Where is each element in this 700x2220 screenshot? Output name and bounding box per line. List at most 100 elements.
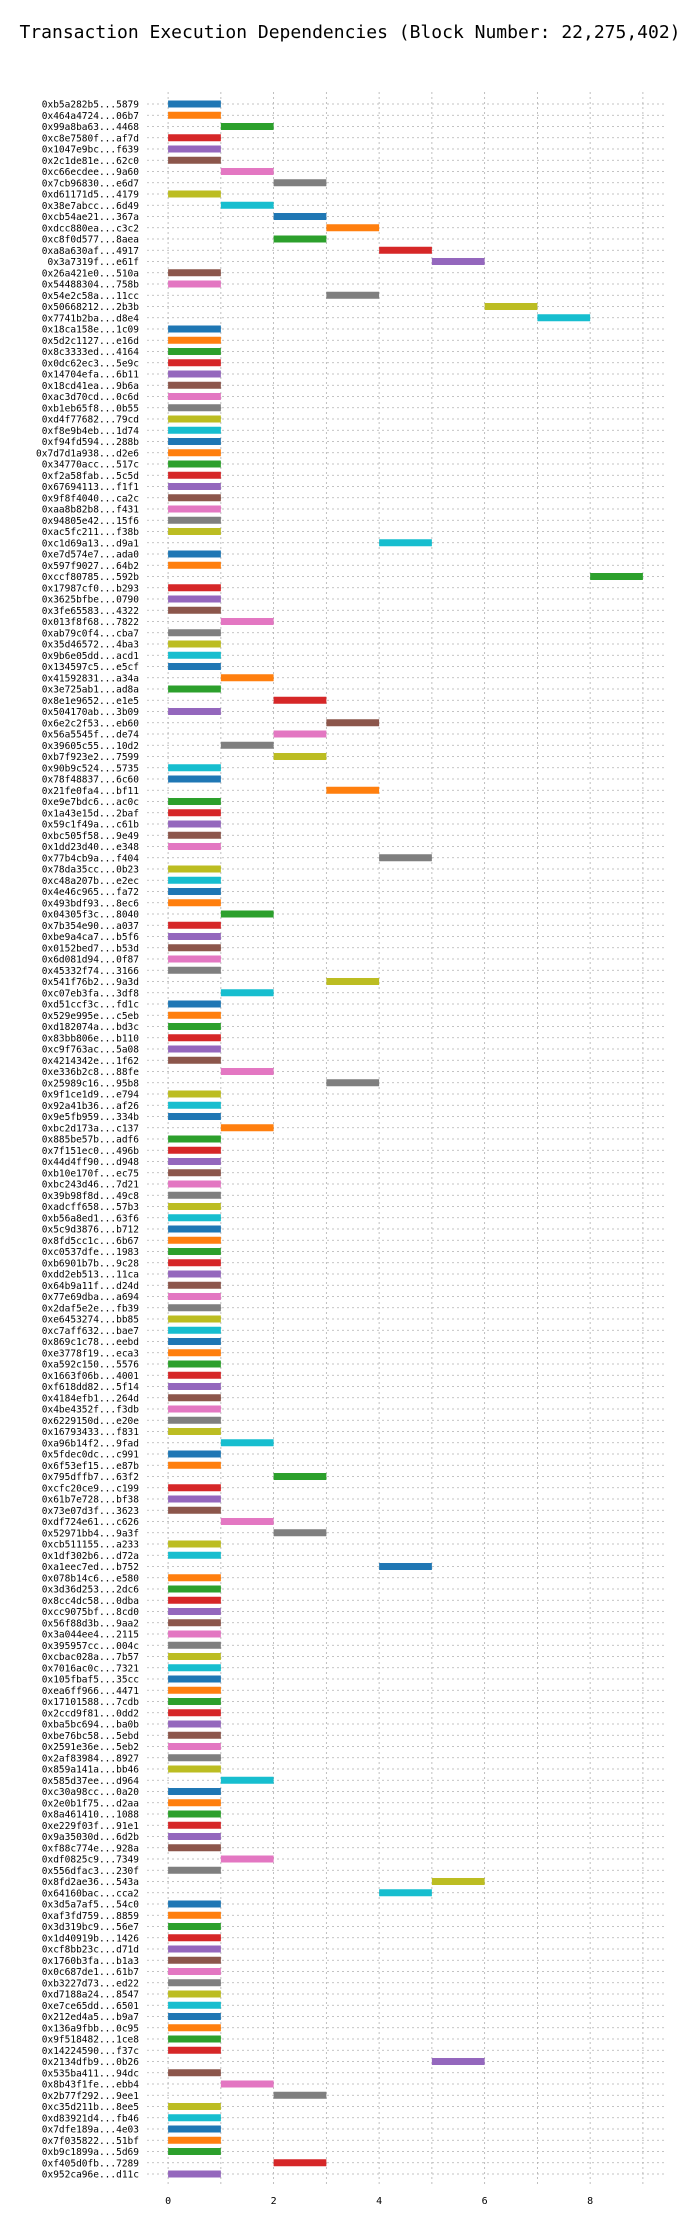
- gantt-bar: [168, 561, 221, 569]
- y-tick-label: 0x3a7319f...e61f: [47, 257, 139, 268]
- y-tick-label: 0xc30a98cc...0a20: [42, 1787, 140, 1798]
- gantt-bar: [168, 595, 221, 603]
- y-tick-label: 0xa592c150...5576: [42, 1360, 140, 1371]
- y-tick-label: 0xdf724e61...c626: [42, 1517, 140, 1528]
- y-tick-label: 0xb5a282b5...5879: [42, 100, 140, 111]
- y-tick-label: 0x44d4ff90...d948: [42, 1157, 140, 1168]
- y-tick-label: 0x56a5545f...de74: [42, 730, 140, 741]
- y-tick-label: 0x56f88d3b...9aa2: [42, 1618, 139, 1629]
- gantt-bar: [168, 1799, 221, 1807]
- y-tick-label: 0xc9f763ac...5a08: [42, 1045, 140, 1056]
- gantt-bar: [168, 426, 221, 434]
- gantt-bar: [168, 134, 221, 142]
- y-tick-label: 0x1047e9bc...f639: [42, 145, 140, 156]
- gantt-bar: [168, 1686, 221, 1694]
- gantt-bar: [168, 1158, 221, 1165]
- y-tick-label: 0x90b9c524...5735: [42, 763, 139, 774]
- y-tick-label: 0x94805e42...15f6: [42, 516, 140, 527]
- gantt-bar: [168, 1821, 221, 1829]
- gantt-bar: [273, 2159, 327, 2167]
- y-tick-label: 0xcbac028a...7b57: [42, 1652, 139, 1663]
- gantt-bar: [379, 246, 432, 254]
- gantt-bar: [220, 1855, 274, 1863]
- gantt-bar: [168, 1203, 221, 1210]
- y-tick-label: 0x4e46c965...fa72: [42, 887, 139, 898]
- y-tick-label: 0x597f9027...64b2: [42, 561, 139, 572]
- gantt-bar: [168, 111, 221, 119]
- y-tick-label: 0x2b77f292...9ee1: [42, 2091, 140, 2102]
- y-tick-label: 0xc0537dfe...1983: [42, 1247, 139, 1258]
- gantt-bar: [168, 1900, 221, 1908]
- gantt-bar: [168, 1630, 221, 1638]
- y-tick-label: 0xbe76bc58...5ebd: [42, 1731, 139, 1742]
- gantt-bar: [168, 966, 221, 974]
- gantt-bar: [168, 1371, 221, 1379]
- y-tick-label: 0x64160bac...cca2: [42, 1888, 139, 1899]
- y-tick-label: 0x535ba411...94dc: [42, 2068, 139, 2079]
- y-tick-label: 0x6e2c2f53...eb60: [42, 718, 140, 729]
- gantt-bar: [273, 730, 327, 738]
- y-tick-label: 0x7b354e90...a037: [42, 921, 139, 932]
- y-tick-label: 0xbc505f58...9e49: [42, 831, 140, 842]
- y-tick-label: 0xd61171d5...4179: [42, 190, 140, 201]
- y-tick-label: 0x45332f74...3166: [42, 966, 140, 977]
- y-tick-label: 0xc8e7580f...af7d: [42, 133, 139, 144]
- y-tick-label: 0x1663f06b...4001: [42, 1371, 140, 1382]
- y-tick-label: 0xd4f77682...79cd: [42, 415, 139, 426]
- y-tick-label: 0x556dfac3...230f: [42, 1866, 139, 1877]
- gantt-bar: [168, 100, 221, 108]
- y-tick-label: 0x54e2c58a...11cc: [42, 291, 139, 302]
- gantt-bar: [168, 359, 221, 367]
- gantt-bar: [168, 955, 221, 963]
- gantt-bar: [168, 1315, 221, 1323]
- y-tick-label: 0xc48a207b...e2ec: [42, 876, 139, 887]
- y-tick-label: 0xb3227d73...ed22: [42, 1978, 139, 1989]
- gantt-bar: [168, 471, 221, 479]
- gantt-bar: [168, 348, 221, 355]
- gantt-bar: [168, 1281, 221, 1289]
- gantt-bar: [168, 1585, 221, 1593]
- y-tick-label: 0x3d36d253...2dc6: [42, 1585, 140, 1596]
- gantt-bar: [220, 2080, 274, 2088]
- y-tick-label: 0x64b9a11f...d24d: [42, 1281, 139, 1292]
- x-tick-label: 4: [376, 2196, 382, 2207]
- gantt-bar: [168, 1338, 221, 1345]
- y-tick-label: 0xba5bc694...ba0b: [42, 1720, 140, 1731]
- gantt-bar: [168, 1551, 221, 1559]
- y-tick-label: 0x50668212...2b3b: [42, 302, 140, 313]
- gantt-bar: [168, 921, 221, 929]
- gantt-bar: [379, 539, 432, 547]
- gantt-bar: [168, 460, 221, 468]
- y-tick-label: 0x2591e36e...5eb2: [42, 1742, 139, 1753]
- y-tick-label: 0x2daf5e2e...fb39: [42, 1303, 140, 1314]
- gantt-bar: [168, 1090, 221, 1098]
- gantt-bar: [168, 145, 221, 153]
- y-tick-label: 0x61b7e728...bf38: [42, 1495, 140, 1506]
- gantt-bar: [168, 1113, 221, 1120]
- y-tick-label: 0x0152bed7...b53d: [42, 943, 139, 954]
- y-tick-label: 0x2af83984...8927: [42, 1753, 139, 1764]
- gantt-bar: [168, 640, 221, 648]
- x-tick-label: 0: [165, 2196, 171, 2207]
- gantt-bar: [168, 685, 221, 693]
- gantt-bar: [168, 809, 221, 817]
- y-tick-label: 0xf8e9b4eb...1d74: [42, 426, 140, 437]
- gantt-bar: [168, 2103, 221, 2110]
- gantt-bar: [168, 156, 221, 164]
- gantt-bar: [168, 1698, 221, 1705]
- y-tick-label: 0x39605c55...10d2: [42, 741, 139, 752]
- y-tick-label: 0xcfc20ce9...c199: [42, 1483, 140, 1494]
- gantt-bar: [168, 404, 221, 412]
- gantt-bar: [168, 876, 221, 884]
- chart-title: Transaction Execution Dependencies (Bloc…: [19, 22, 680, 43]
- y-tick-label: 0x9f8f4040...ca2c: [42, 493, 139, 504]
- y-tick-label: 0x493bdf93...8ec6: [42, 898, 140, 909]
- y-tick-label: 0x885be57b...adf6: [42, 1135, 140, 1146]
- gantt-bar: [168, 1934, 221, 1942]
- y-tick-label: 0x35d46572...4ba3: [42, 640, 139, 651]
- gantt-bar: [326, 978, 380, 985]
- gantt-bar: [590, 573, 643, 580]
- y-tick-label: 0xe336b2c8...88fe: [42, 1067, 140, 1078]
- gantt-bar: [168, 1653, 221, 1660]
